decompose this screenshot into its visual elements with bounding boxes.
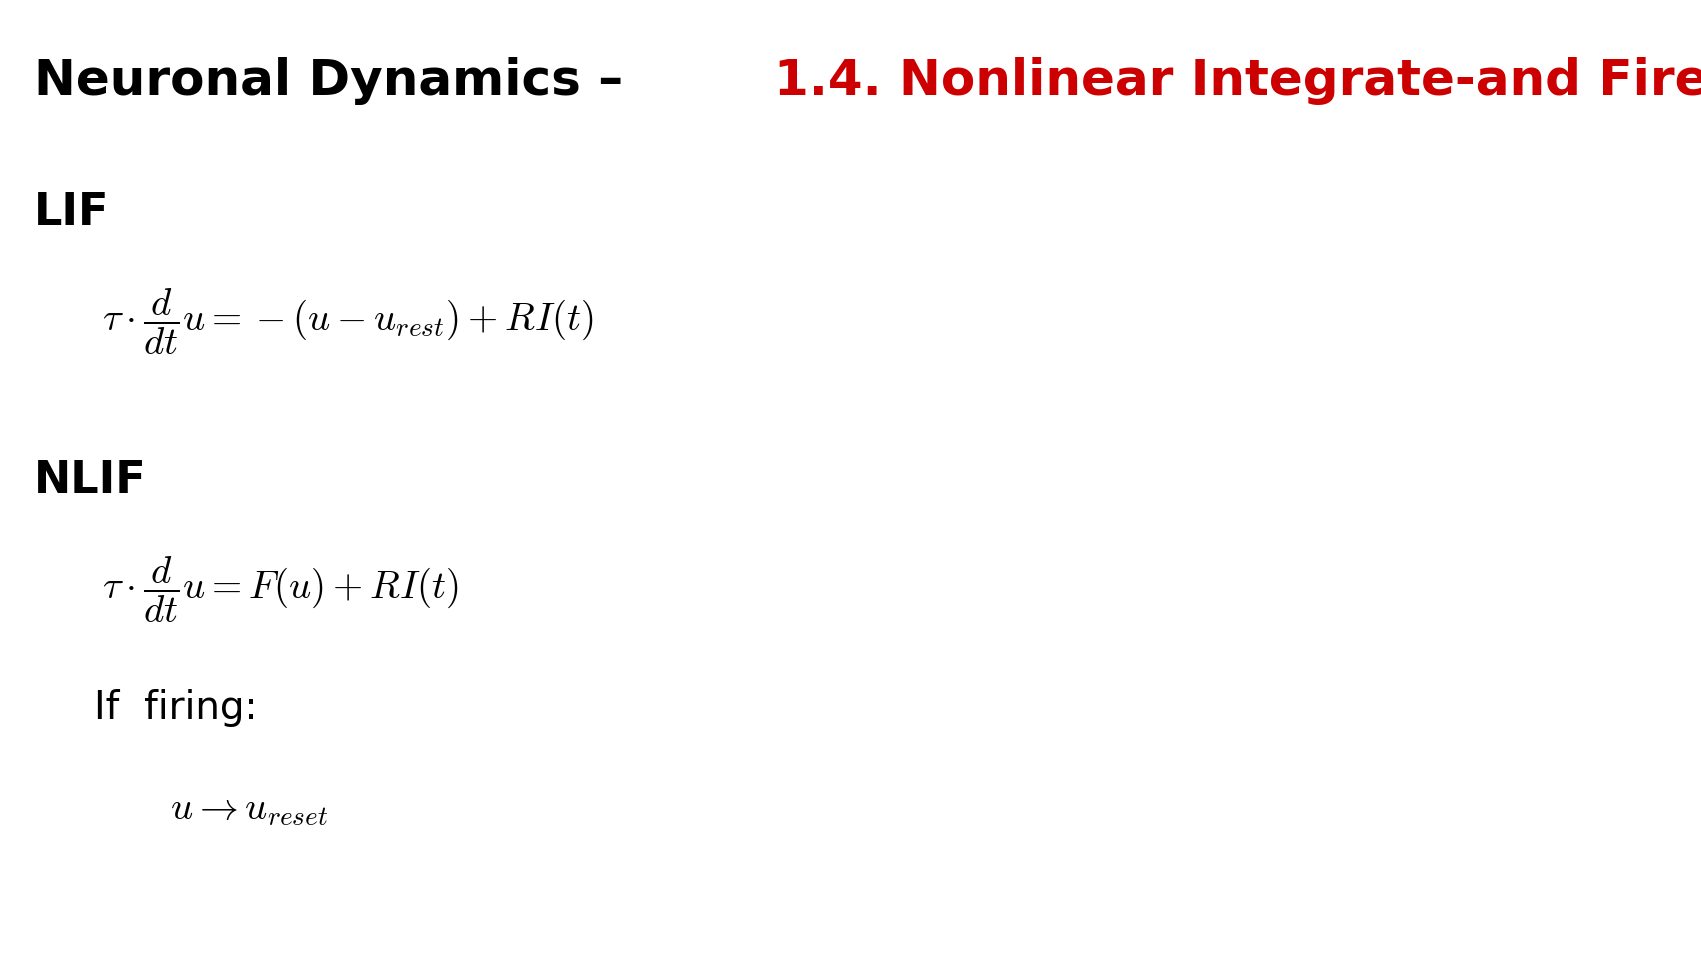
Text: 1.4. Nonlinear Integrate-and Fire: 1.4. Nonlinear Integrate-and Fire [774,57,1701,105]
Text: $\tau \cdot \dfrac{d}{dt} u = -(u - u_{rest}) + RI(t)$: $\tau \cdot \dfrac{d}{dt} u = -(u - u_{r… [102,287,594,357]
Text: LIF: LIF [34,191,109,234]
Text: NLIF: NLIF [34,459,146,502]
Text: If  firing:: If firing: [94,689,257,727]
Text: Neuronal Dynamics –: Neuronal Dynamics – [34,57,641,105]
Text: $u \rightarrow u_{reset}$: $u \rightarrow u_{reset}$ [170,790,328,828]
Text: $\tau \cdot \dfrac{d}{dt} u = F(u) + RI(t)$: $\tau \cdot \dfrac{d}{dt} u = F(u) + RI(… [102,555,459,625]
